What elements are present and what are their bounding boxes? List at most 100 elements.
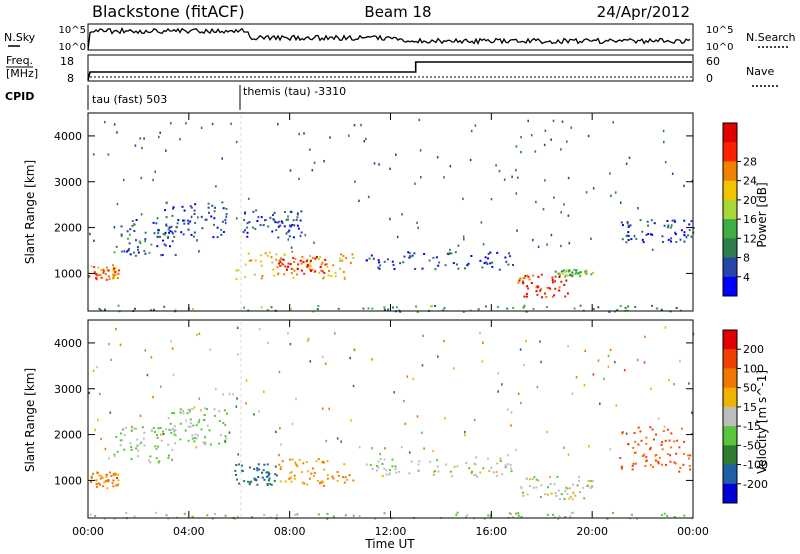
scatter-point [243, 306, 246, 309]
scatter-point [96, 471, 99, 474]
scatter-point [575, 269, 578, 272]
scatter-point [565, 269, 568, 272]
scatter-point [625, 432, 628, 435]
scatter-point [680, 427, 683, 430]
scatter-point [499, 457, 502, 460]
scatter-point [320, 269, 323, 272]
scatter-point [474, 124, 477, 127]
scatter-point [123, 448, 126, 451]
scatter-point [155, 457, 158, 460]
scatter-point [128, 233, 131, 236]
scatter-point [236, 515, 239, 518]
scatter-point [437, 264, 440, 267]
scatter-point [203, 407, 206, 410]
scatter-point [254, 478, 257, 481]
scatter-point [527, 119, 529, 123]
scatter-point [144, 349, 147, 352]
scatter-point [505, 260, 508, 263]
scatter-point [288, 235, 291, 238]
scatter-point [627, 226, 630, 228]
scatter-point [352, 479, 355, 482]
scatter-point [197, 421, 200, 424]
scatter-point [282, 258, 285, 261]
scatter-point [551, 281, 554, 284]
scatter-point [636, 517, 639, 520]
scatter-point [104, 447, 107, 451]
scatter-point [378, 267, 381, 270]
scatter-point [592, 187, 595, 190]
cpid-panel: CPID tau (fast) 503 themis (tau) -3310 [5, 85, 346, 110]
scatter-point [154, 430, 156, 433]
scatter-point [522, 494, 525, 497]
x-tick-label: 16:00 [475, 525, 507, 538]
scatter-point [267, 341, 269, 344]
scatter-point [688, 465, 691, 467]
scatter-point [336, 471, 339, 473]
scatter-point [172, 373, 175, 377]
scatter-point [322, 484, 325, 487]
scatter-point [221, 157, 223, 160]
scatter-point [283, 273, 286, 276]
scatter-point [179, 422, 182, 425]
noise-left-tick-top: 10^5 [59, 25, 86, 36]
scatter-point [266, 309, 269, 312]
scatter-point [558, 515, 561, 518]
scatter-point [287, 218, 289, 221]
scatter-point [330, 275, 333, 278]
scatter-point [545, 306, 548, 308]
scatter-point [509, 463, 512, 466]
scatter-point [260, 264, 263, 267]
scatter-point [615, 404, 618, 407]
scatter-point [428, 259, 431, 262]
scatter-point [507, 263, 510, 266]
scatter-point [675, 307, 678, 309]
scatter-point [108, 457, 110, 460]
date-title: 24/Apr/2012 [597, 3, 690, 21]
scatter-point [554, 270, 557, 273]
scatter-point [576, 484, 579, 487]
scatter-point [552, 513, 554, 516]
scatter-point [536, 285, 539, 288]
freq-left-tick-top: 18 [60, 55, 74, 68]
scatter-point [126, 230, 129, 233]
scatter-point [464, 430, 466, 434]
scatter-point [152, 221, 155, 224]
scatter-point [453, 367, 455, 370]
scatter-point [256, 467, 259, 470]
scatter-point [408, 252, 411, 255]
scatter-point [125, 250, 128, 253]
scatter-point [291, 267, 294, 270]
scatter-point [650, 387, 652, 391]
scatter-point [103, 517, 106, 520]
scatter-point [190, 206, 193, 209]
colorbar-segment [723, 426, 737, 446]
scatter-point [99, 309, 102, 312]
scatter-point [127, 237, 129, 240]
scatter-point [521, 491, 524, 494]
scatter-point [675, 241, 678, 243]
scatter-point [660, 308, 663, 311]
scatter-point [94, 514, 97, 517]
scatter-point [403, 399, 405, 403]
scatter-point [114, 266, 117, 269]
scatter-point [666, 428, 669, 431]
scatter-point [614, 360, 616, 364]
scatter-point [93, 153, 95, 156]
scatter-point [554, 280, 557, 283]
scatter-point [222, 207, 225, 210]
scatter-point [535, 286, 538, 289]
scatter-point [311, 169, 314, 172]
scatter-point [253, 468, 256, 470]
colorbar-segment [723, 368, 737, 389]
scatter-point [337, 307, 340, 310]
scatter-point [313, 474, 315, 477]
scatter-point [316, 255, 318, 258]
scatter-point [134, 144, 137, 147]
scatter-point [346, 478, 349, 481]
scatter-point [540, 360, 542, 364]
scatter-point [203, 414, 206, 416]
scatter-point [113, 474, 116, 477]
scatter-point [90, 481, 93, 483]
scatter-point [157, 232, 160, 235]
scatter-point [201, 227, 204, 230]
